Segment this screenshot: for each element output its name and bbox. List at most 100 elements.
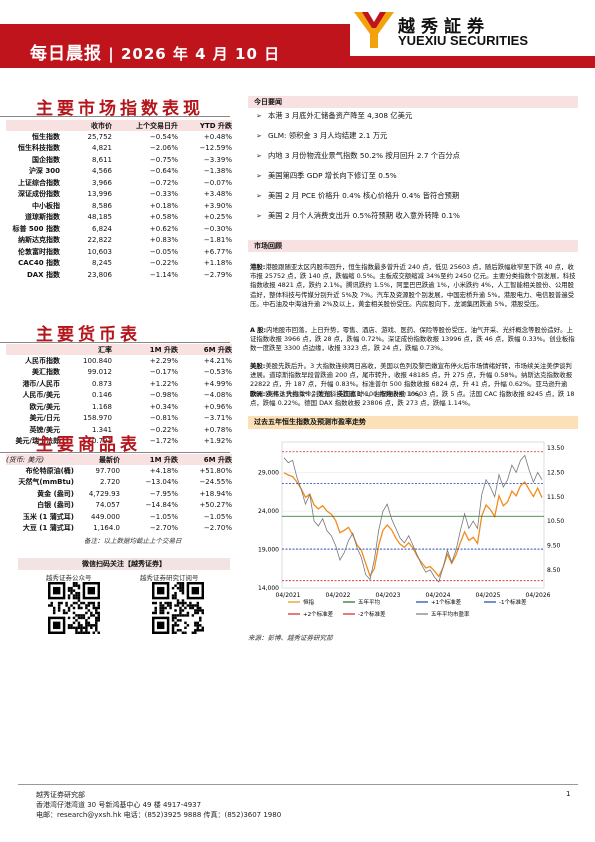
- row-label: 道琼斯指数: [25, 213, 60, 222]
- cell-value: −3.39%: [203, 155, 232, 164]
- cell-value: 99.012: [87, 368, 113, 377]
- cell-value: −1.05%: [203, 512, 232, 521]
- a-label: A 股:: [250, 326, 267, 334]
- cell-value: 6,824: [91, 224, 112, 233]
- focus-item: ➢ 本港 3 月底外汇储备资产降至 4,308 亿美元: [256, 110, 581, 130]
- footer-address: 香港湾仔港湾道 30 号新鸿基中心 49 楼 4917-4937: [36, 801, 202, 809]
- cell-value: 0.873: [91, 379, 112, 388]
- col-header: 6M 升跌: [178, 344, 232, 355]
- row-label: 恒生科技指数: [18, 144, 60, 153]
- row-label: 玉米 (1 蒲式耳): [22, 512, 74, 521]
- index-row: 恒生指数 25,752 −0.54% +0.48%: [6, 131, 232, 143]
- cell-value: −0.75%: [149, 155, 178, 164]
- focus-item: ➢ 美国第四季 GDP 增长向下修订至 0.5%: [256, 170, 581, 190]
- cell-value: 3,966: [91, 178, 112, 187]
- cell-value: +0.18%: [149, 201, 178, 210]
- footer-org: 越秀证券研究部: [36, 791, 85, 799]
- cell-value: −2.70%: [149, 524, 178, 533]
- row-label: 沪深 300: [28, 167, 60, 176]
- cell-value: 23,806: [87, 270, 113, 279]
- cell-value: 1,164.0: [93, 524, 120, 533]
- cell-value: +0.34%: [149, 402, 178, 411]
- index-row: 伦敦富时指数 10,603 −0.05% +6.77%: [6, 246, 232, 258]
- row-label: 欧元/美元: [29, 402, 60, 411]
- fx-row: 英镑/美元 1.341 −0.22% +0.78%: [6, 424, 232, 436]
- commodities-header-row: (货币: 美元) 最新价 1M 升跌 6M 升跌: [6, 454, 232, 465]
- col-header: 1M 升跌: [120, 454, 178, 465]
- row-label: 国企指数: [32, 155, 60, 164]
- cell-value: +0.78%: [203, 425, 232, 434]
- cell-value: 48,185: [87, 213, 113, 222]
- y-left-tick-label: 29,000: [258, 470, 279, 477]
- y-right-tick-label: 9.50: [547, 542, 561, 549]
- fx-rule: [0, 342, 230, 343]
- fx-row: 美元/日元 158.970 −0.81% −3.71%: [6, 413, 232, 425]
- commodity-row: 黄金 (盎司) 4,729.93 −7.95% +18.94%: [6, 488, 232, 500]
- fx-row: 港币/人民币 0.873 +1.22% +4.99%: [6, 378, 232, 390]
- footer-contact: 电邮：research@yxsh.hk 电话：(852)3925 9888 传真…: [36, 811, 282, 819]
- cell-value: 8,586: [91, 201, 112, 210]
- cell-value: −4.08%: [203, 391, 232, 400]
- row-label: 美元/日元: [29, 414, 60, 423]
- row-label: 白银 (盎司): [37, 501, 74, 510]
- cell-value: −0.07%: [203, 178, 232, 187]
- y-right-tick-label: 13.50: [547, 445, 564, 452]
- chart-title: 过去五年恒生指数及预测市盈率走势: [248, 416, 578, 429]
- x-tick-label: 04/2021: [276, 592, 301, 599]
- cell-value: −3.71%: [203, 414, 232, 423]
- x-tick-label: 04/2023: [376, 592, 401, 599]
- cell-value: +0.48%: [203, 132, 232, 141]
- fx-row: 欧元/美元 1.168 +0.34% +0.96%: [6, 401, 232, 413]
- cell-value: 4,821: [91, 144, 112, 153]
- eu-label: 欧洲:: [250, 390, 266, 398]
- row-label: 英镑/美元: [29, 425, 60, 434]
- fx-row: 美元/瑞士法郎 0.791 −1.72% +1.92%: [6, 436, 232, 448]
- report-title: 每日晨报: [30, 44, 102, 64]
- x-tick-label: 04/2024: [426, 592, 451, 599]
- y-left-tick-label: 14,000: [258, 585, 279, 592]
- fx-row: 人民币/美元 0.146 −0.98% −4.08%: [6, 390, 232, 402]
- cell-value: −0.22%: [149, 425, 178, 434]
- us-market-paragraph: 美股:美股先跌后升。3 大指数连续两日高收，美国以色列及黎巴嫩宣布停火后市场情绪…: [250, 362, 578, 399]
- hk-label: 港股:: [250, 263, 266, 271]
- col-header: (货币: 美元): [6, 454, 78, 465]
- focus-header: 今日要闻: [248, 96, 578, 108]
- cell-value: 158.970: [83, 414, 112, 423]
- col-header: 上个交易日升: [112, 120, 178, 131]
- index-row: 标普 500 指数 6,824 +0.62% −0.30%: [6, 223, 233, 235]
- col-header: 收市价: [64, 120, 112, 131]
- row-label: CAC40 指数: [18, 259, 60, 268]
- cell-value: 13,996: [87, 190, 113, 199]
- page-number: 1: [566, 790, 571, 798]
- col-header: YTD 升跌: [178, 120, 232, 131]
- commodities-title: 主要商品表: [36, 435, 141, 455]
- row-label: DAX 指数: [26, 270, 60, 279]
- hk-text: 港股跟随亚太区内股市回升，恒生指数最多曾升近 240 点，低见 25603 点，…: [250, 263, 576, 308]
- cell-value: −0.64%: [149, 167, 178, 176]
- cell-value: +0.62%: [149, 224, 178, 233]
- cell-value: 8,245: [91, 259, 112, 268]
- cell-value: 1.341: [91, 425, 112, 434]
- cell-value: +1.22%: [149, 379, 178, 388]
- index-row: 上证综合指数 3,966 −0.72% −0.07%: [6, 177, 232, 189]
- row-label: 恒生指数: [32, 132, 60, 141]
- cell-value: +1.18%: [203, 259, 232, 268]
- cell-value: +6.77%: [203, 247, 232, 256]
- cell-value: −0.53%: [203, 368, 232, 377]
- plot-area: [281, 441, 545, 589]
- cell-value: 10,603: [87, 247, 113, 256]
- footer-rule: [18, 784, 578, 785]
- cell-value: −1.38%: [203, 167, 232, 176]
- y-right-tick-label: 12.50: [547, 469, 564, 476]
- row-label: 大豆 (1 蒲式耳): [22, 524, 74, 533]
- qr-code-icon[interactable]: [48, 582, 100, 634]
- arrow-bullet-icon: ➢: [256, 152, 262, 160]
- qr-code-icon[interactable]: [152, 582, 204, 634]
- cell-value: +3.90%: [203, 201, 232, 210]
- cell-value: 100.840: [83, 356, 112, 365]
- cell-value: −1.14%: [149, 270, 178, 279]
- cell-value: −0.30%: [203, 224, 232, 233]
- cell-value: 22,822: [87, 236, 113, 245]
- cell-value: −2.70%: [203, 524, 232, 533]
- fx-header-row: 汇率 1M 升跌 6M 升跌: [6, 344, 232, 355]
